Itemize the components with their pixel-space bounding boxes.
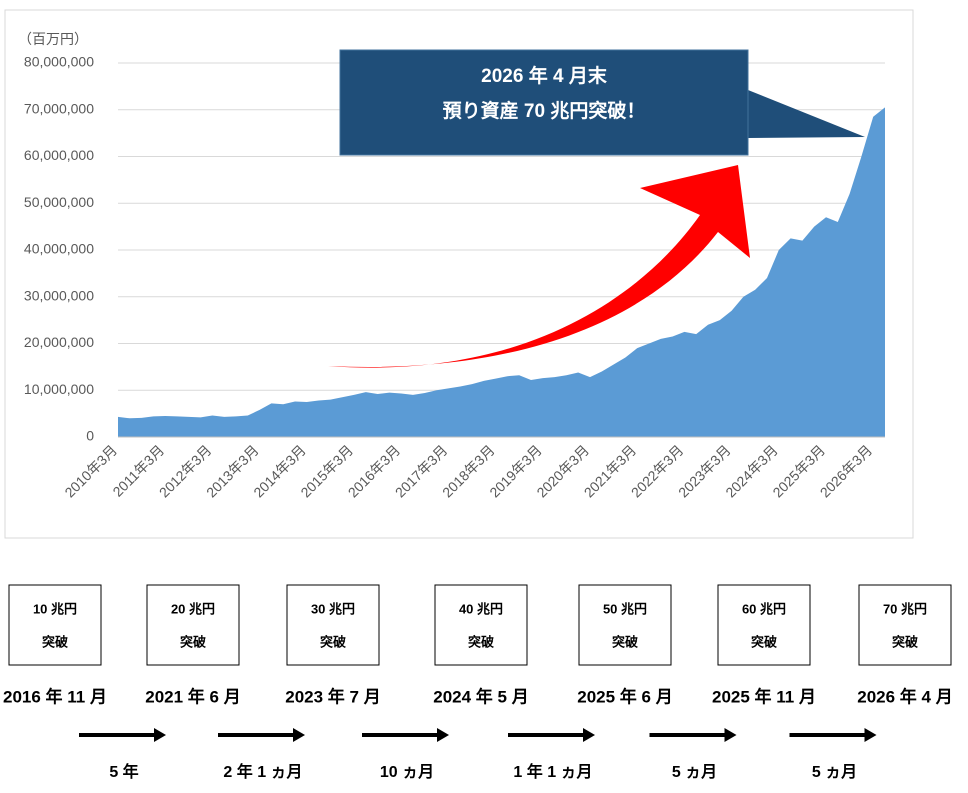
milestone-date: 2025 年 6 月: [577, 686, 672, 706]
y-tick-label: 40,000,000: [24, 241, 94, 257]
y-unit: （百万円）: [18, 31, 88, 47]
milestone-amount: 10 兆円: [33, 601, 77, 616]
milestone-box: [8, 584, 102, 666]
milestone-status: 突破: [612, 634, 638, 649]
milestone-box: [717, 584, 811, 666]
interval-label: 10 ヵ月: [380, 763, 434, 781]
y-tick-label: 0: [86, 428, 94, 444]
milestone-amount: 60 兆円: [742, 601, 786, 616]
interval-arrowhead: [724, 728, 737, 742]
milestone-status: 突破: [42, 634, 68, 649]
milestone-status: 突破: [751, 634, 777, 649]
interval-label: 5 年: [109, 762, 138, 781]
y-tick-label: 30,000,000: [24, 287, 94, 303]
milestone-box: [578, 584, 672, 666]
callout-pointer: [748, 90, 865, 138]
milestone-date: 2024 年 5 月: [433, 686, 528, 706]
milestone-box: [434, 584, 528, 666]
interval-label: 5 ヵ月: [812, 763, 857, 781]
interval-arrowhead: [864, 728, 877, 742]
milestone-amount: 30 兆円: [311, 601, 355, 616]
interval-label: 2 年 1 ヵ月: [223, 762, 302, 781]
milestone-amount: 40 兆円: [459, 601, 503, 616]
trend-arrow: [328, 165, 750, 368]
interval-arrowhead: [293, 728, 305, 742]
y-tick-label: 50,000,000: [24, 194, 94, 210]
milestone-box: [146, 584, 240, 666]
y-tick-label: 20,000,000: [24, 334, 94, 350]
interval-arrowhead: [583, 728, 595, 742]
milestone-date: 2025 年 11 月: [712, 686, 816, 706]
milestone-box: [858, 584, 952, 666]
milestone-amount: 50 兆円: [603, 601, 647, 616]
milestone-date: 2026 年 4 月: [857, 686, 952, 706]
callout-box: [339, 49, 749, 156]
milestone-date: 2016 年 11 月: [3, 686, 107, 706]
interval-arrowhead: [437, 728, 449, 742]
interval-label: 5 ヵ月: [672, 763, 717, 781]
milestone-status: 突破: [180, 634, 206, 649]
milestone-status: 突破: [468, 634, 494, 649]
milestone-amount: 20 兆円: [171, 601, 215, 616]
milestone-date: 2023 年 7 月: [285, 686, 380, 706]
y-tick-label: 60,000,000: [24, 147, 94, 163]
milestone-amount: 70 兆円: [883, 601, 927, 616]
callout-line: 預り資産 70 兆円突破！: [443, 99, 646, 122]
area: [118, 107, 885, 437]
y-tick-label: 80,000,000: [24, 54, 94, 70]
y-tick-label: 10,000,000: [24, 381, 94, 397]
milestone-status: 突破: [320, 634, 346, 649]
callout-line: 2026 年 4 月末: [481, 64, 608, 87]
y-tick-label: 70,000,000: [24, 100, 94, 116]
milestone-box: [286, 584, 380, 666]
interval-label: 1 年 1 ヵ月: [513, 762, 592, 781]
interval-arrowhead: [154, 728, 166, 742]
milestone-date: 2021 年 6 月: [145, 686, 240, 706]
milestone-status: 突破: [892, 634, 918, 649]
